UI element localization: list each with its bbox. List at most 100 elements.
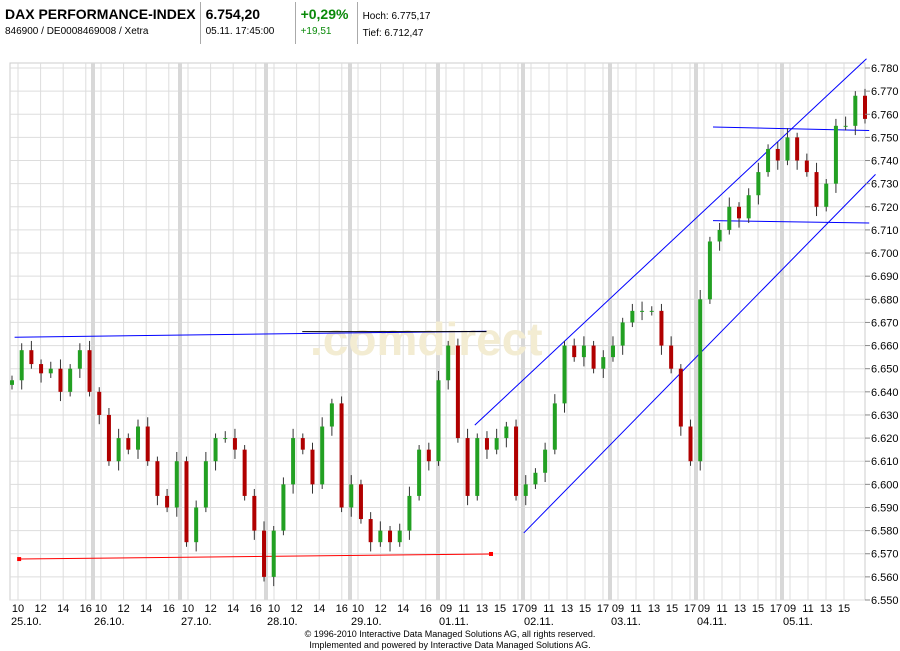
- x-day-label: 03.11.: [611, 616, 641, 628]
- y-tick-label: 6.560: [871, 572, 899, 584]
- candle-body: [397, 530, 402, 543]
- y-tick-label: 6.610: [871, 456, 899, 468]
- x-tick-label: 13: [734, 603, 746, 615]
- candle-body: [475, 438, 480, 496]
- candle-body: [756, 172, 761, 196]
- y-tick-label: 6.550: [871, 595, 899, 607]
- candle-body: [785, 137, 790, 161]
- y-tick-label: 6.670: [871, 317, 899, 329]
- candle-body: [795, 137, 800, 161]
- powered-by: Implemented and powered by Interactive D…: [309, 640, 591, 650]
- y-tick-label: 6.690: [871, 271, 899, 283]
- candle-body: [727, 206, 732, 230]
- x-tick-label: 11: [802, 603, 813, 615]
- watermark: .comdirect: [310, 313, 543, 365]
- candle-body: [320, 426, 325, 485]
- candle-body: [291, 438, 296, 485]
- candle-body: [126, 438, 131, 450]
- candle-body: [484, 438, 489, 450]
- candle-body: [281, 484, 286, 531]
- x-tick-label: 15: [579, 603, 591, 615]
- instrument-title: DAX PERFORMANCE-INDEX: [5, 6, 196, 22]
- x-tick-label: 09: [440, 603, 452, 615]
- day-separator: [264, 63, 268, 600]
- y-tick-label: 6.570: [871, 549, 899, 561]
- candle-body: [300, 438, 305, 450]
- range-cell: Hoch: 6.775,17 Tief: 6.712,47: [358, 2, 477, 44]
- candle-body: [863, 95, 867, 119]
- candle-body: [455, 345, 460, 439]
- candle-body: [688, 426, 693, 462]
- candle-body: [843, 125, 848, 127]
- x-day-label: 26.10.: [94, 616, 125, 628]
- x-tick-label: 11: [716, 603, 727, 615]
- candle-body: [766, 148, 771, 173]
- y-tick-label: 6.720: [871, 202, 899, 214]
- x-tick-label: 10: [12, 603, 24, 615]
- day-separator: [780, 63, 784, 600]
- candle-body: [543, 449, 548, 473]
- candle-body: [106, 414, 111, 462]
- day-separator: [178, 63, 182, 600]
- candle-body: [262, 530, 267, 577]
- candle-body: [746, 195, 751, 219]
- x-tick-label: 10: [182, 603, 194, 615]
- candle-body: [29, 350, 34, 365]
- price-cell: 6.754,20 05.11. 17:45:00: [201, 2, 296, 44]
- candle-body: [271, 530, 276, 577]
- price-chart: .comdirect 6.780 6.770 6.760 6.750 6.740 6.73…: [9, 58, 899, 628]
- y-tick-label: 6.630: [871, 410, 899, 422]
- candle-body: [717, 229, 722, 242]
- x-tick-label: 17: [684, 603, 696, 615]
- x-tick-label: 14: [227, 603, 239, 615]
- x-tick-label: 13: [648, 603, 660, 615]
- candle-body: [591, 345, 596, 369]
- candle-body: [87, 350, 92, 392]
- y-tick-label: 6.590: [871, 502, 899, 514]
- candle-body: [562, 345, 567, 404]
- candle-body: [426, 449, 431, 462]
- x-day-label: 05.11.: [783, 616, 813, 628]
- candle-body: [223, 438, 228, 440]
- candle-body: [417, 449, 422, 496]
- candle-body: [388, 530, 393, 543]
- candle-body: [649, 310, 654, 312]
- x-tick-label: 11: [630, 603, 641, 615]
- x-tick-label: 09: [525, 603, 537, 615]
- x-tick-label: 16: [80, 603, 92, 615]
- candle-body: [58, 368, 63, 392]
- x-tick-label: 16: [420, 603, 432, 615]
- x-tick-label: 15: [494, 603, 506, 615]
- candle-body: [339, 403, 344, 508]
- candle-body: [523, 484, 528, 496]
- candle-body: [242, 449, 247, 496]
- y-tick-label: 6.600: [871, 479, 899, 491]
- candle-body: [552, 403, 557, 450]
- x-tick-label: 09: [698, 603, 710, 615]
- trend-line: [14, 330, 487, 338]
- candle-body: [436, 380, 441, 462]
- change-percent: +0,29%: [300, 6, 349, 22]
- x-day-label: 28.10.: [267, 616, 298, 628]
- x-tick-label: 13: [561, 603, 573, 615]
- x-tick-label: 16: [163, 603, 175, 615]
- x-tick-label: 09: [784, 603, 796, 615]
- candle-body: [465, 438, 470, 496]
- candle-body: [630, 310, 635, 323]
- x-tick-label: 12: [290, 603, 302, 615]
- candle-body: [174, 461, 179, 508]
- candle-body: [853, 95, 858, 126]
- candle-body: [68, 368, 73, 392]
- day-separator: [521, 63, 525, 600]
- x-tick-label: 14: [313, 603, 325, 615]
- candle-body: [368, 519, 373, 543]
- candle-body: [329, 403, 334, 427]
- x-tick-label: 12: [117, 603, 129, 615]
- y-tick-label: 6.640: [871, 387, 899, 399]
- candle-body: [77, 350, 82, 369]
- candle-body: [504, 426, 509, 439]
- candle-body: [824, 183, 829, 207]
- candle-body: [349, 484, 354, 508]
- candle-body: [775, 148, 780, 161]
- instrument-ids: 846900 / DE0008469008 / Xetra: [5, 26, 149, 37]
